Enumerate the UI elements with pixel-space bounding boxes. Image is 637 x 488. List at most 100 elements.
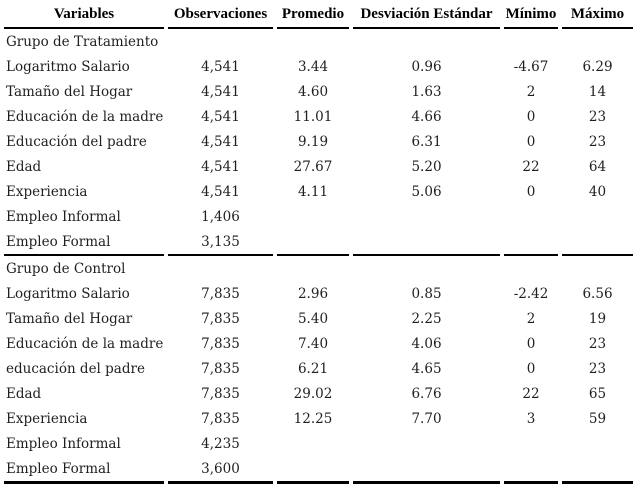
cell-minimo: 2: [526, 83, 536, 100]
cell-variable: Empleo Formal: [4, 456, 164, 484]
cell-minimo: 0: [526, 335, 536, 352]
cell-desviacion: 5.20: [411, 158, 442, 175]
cell-promedio: 5.40: [297, 310, 329, 327]
col-header-maximo: Máximo: [562, 2, 633, 29]
cell-promedio: [277, 204, 349, 229]
cell-maximo: [562, 229, 633, 256]
cell-desviacion: [353, 456, 500, 484]
cell-variable: Tamaño del Hogar: [6, 310, 133, 327]
cell-promedio: [277, 456, 349, 484]
cell-observaciones: 3,135: [168, 229, 273, 256]
cell-observaciones: 7,835: [201, 410, 240, 427]
cell-desviacion: 1.63: [411, 83, 442, 100]
cell-minimo: 22: [522, 385, 540, 402]
cell-maximo: 6.56: [582, 285, 613, 302]
table-row: educación del padre 7,835 6.21 4.65 0 23: [4, 356, 633, 381]
cell-variable: Logaritmo Salario: [6, 285, 130, 302]
cell-maximo: [562, 456, 633, 484]
group-label-control: Grupo de Control: [6, 260, 126, 277]
table-row: Educación del padre 4,541 9.19 6.31 0 23: [4, 129, 633, 154]
cell-observaciones: 3,600: [168, 456, 273, 484]
cell-promedio: 11.01: [293, 108, 333, 125]
table-row: Educación de la madre 7,835 7.40 4.06 0 …: [4, 331, 633, 356]
col-header-desviacion-estandar: Desviación Estándar: [353, 2, 500, 29]
cell-variable: Empleo Informal: [6, 208, 121, 225]
cell-minimo: 2: [526, 310, 536, 327]
cell-observaciones: 7,835: [201, 385, 240, 402]
table-row: Empleo Informal 4,235: [4, 431, 633, 456]
cell-desviacion: 4.06: [411, 335, 442, 352]
cell-observaciones: 4,541: [201, 133, 240, 150]
cell-variable: educación del padre: [6, 360, 145, 377]
cell-maximo: 23: [588, 335, 607, 352]
cell-variable: Empleo Informal: [6, 435, 121, 452]
table-row: Empleo Informal 1,406: [4, 204, 633, 229]
cell-observaciones: 4,541: [201, 183, 240, 200]
cell-variable: Educación de la madre: [6, 108, 164, 125]
cell-minimo: 0: [526, 183, 536, 200]
cell-desviacion: [353, 204, 500, 229]
cell-desviacion: [353, 229, 500, 256]
cell-minimo: 0: [526, 360, 536, 377]
cell-maximo: 59: [588, 410, 607, 427]
col-header-promedio: Promedio: [277, 2, 349, 29]
col-header-variables: Variables: [4, 2, 164, 29]
header-row: Variables Observaciones Promedio Desviac…: [4, 2, 633, 29]
cell-observaciones: 4,541: [201, 83, 240, 100]
group-label-tratamiento: Grupo de Tratamiento: [6, 33, 159, 50]
group-label-row: Grupo de Control: [4, 256, 633, 281]
cell-minimo: [504, 431, 558, 456]
cell-promedio: 12.25: [293, 410, 333, 427]
cell-variable: Educación de la madre: [6, 335, 164, 352]
table-row: Experiencia 4,541 4.11 5.06 0 40: [4, 179, 633, 204]
cell-observaciones: 1,406: [201, 208, 240, 225]
cell-maximo: 65: [588, 385, 607, 402]
cell-observaciones: 4,541: [201, 158, 240, 175]
cell-maximo: 6.29: [582, 58, 613, 75]
cell-minimo: [504, 456, 558, 484]
cell-promedio: [277, 431, 349, 456]
cell-desviacion: 4.65: [411, 360, 442, 377]
cell-variable: Experiencia: [6, 183, 88, 200]
cell-minimo: -2.42: [513, 285, 549, 302]
cell-desviacion: 4.66: [411, 108, 442, 125]
cell-promedio: 3.44: [297, 58, 329, 75]
table-row: Tamaño del Hogar 7,835 5.40 2.25 2 19: [4, 306, 633, 331]
cell-maximo: 40: [588, 183, 607, 200]
cell-desviacion: 7.70: [411, 410, 442, 427]
cell-desviacion: [353, 431, 500, 456]
cell-observaciones: 7,835: [201, 360, 240, 377]
cell-promedio: [277, 229, 349, 256]
cell-desviacion: 5.06: [411, 183, 442, 200]
cell-observaciones: 4,235: [201, 435, 240, 452]
cell-maximo: 23: [588, 108, 607, 125]
cell-promedio: 27.67: [293, 158, 333, 175]
cell-desviacion: 6.31: [411, 133, 442, 150]
table-row: Educación de la madre 4,541 11.01 4.66 0…: [4, 104, 633, 129]
cell-minimo: [504, 204, 558, 229]
cell-minimo: 22: [522, 158, 540, 175]
cell-observaciones: 7,835: [201, 285, 240, 302]
cell-minimo: -4.67: [513, 58, 549, 75]
cell-variable: Edad: [6, 385, 42, 402]
cell-minimo: [504, 229, 558, 256]
table-row: Empleo Formal 3,135: [4, 229, 633, 256]
cell-desviacion: 6.76: [411, 385, 442, 402]
cell-observaciones: 7,835: [201, 310, 240, 327]
table-row: Experiencia 7,835 12.25 7.70 3 59: [4, 406, 633, 431]
col-header-observaciones: Observaciones: [168, 2, 273, 29]
cell-maximo: 23: [588, 360, 607, 377]
col-header-minimo: Mínimo: [504, 2, 558, 29]
cell-variable: Logaritmo Salario: [6, 58, 130, 75]
cell-promedio: 2.96: [297, 285, 329, 302]
cell-desviacion: 0.85: [411, 285, 442, 302]
table-row: Tamaño del Hogar 4,541 4.60 1.63 2 14: [4, 79, 633, 104]
cell-maximo: [562, 204, 633, 229]
table-row: Logaritmo Salario 7,835 2.96 0.85 -2.42 …: [4, 281, 633, 306]
cell-variable: Tamaño del Hogar: [6, 83, 133, 100]
cell-promedio: 4.11: [297, 183, 329, 200]
table-row: Edad 4,541 27.67 5.20 22 64: [4, 154, 633, 179]
cell-observaciones: 7,835: [201, 335, 240, 352]
cell-variable: Educación del padre: [6, 133, 147, 150]
